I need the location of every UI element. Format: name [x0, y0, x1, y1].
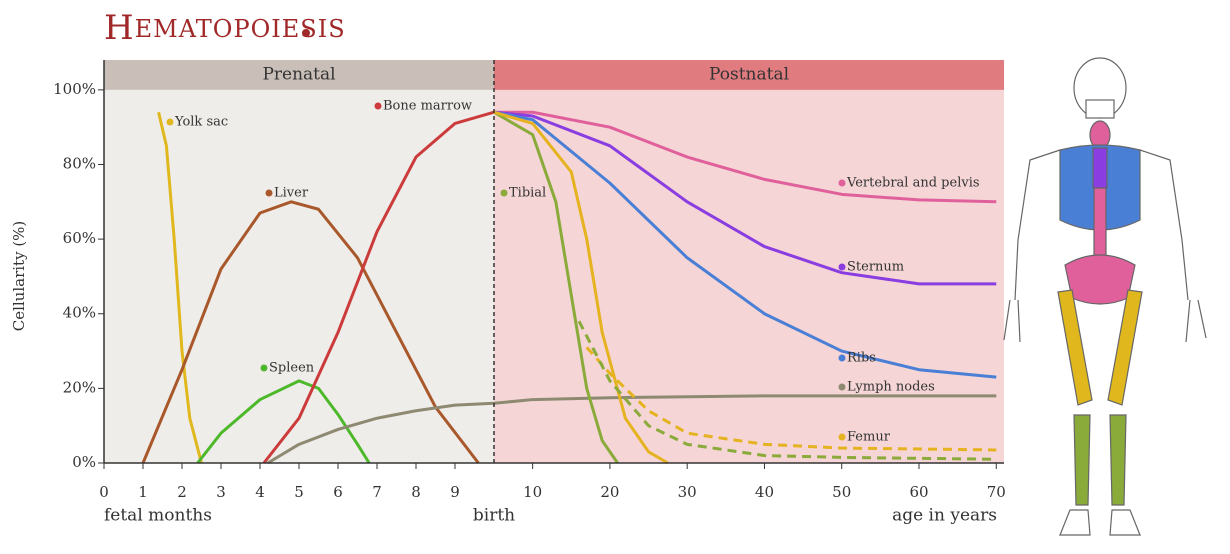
label-dot [266, 190, 273, 197]
x-tick-label: 20 [600, 483, 619, 501]
series-label: Bone marrow [383, 99, 472, 114]
y-tick-label: 0% [72, 453, 96, 471]
y-tick-label: 60% [63, 229, 96, 247]
y-tick-label: 40% [63, 304, 96, 322]
chart: HEMATOPOIESIS Cellularity (%) Prenatal 0 1… [0, 0, 1230, 550]
panel-title: Prenatal [262, 64, 335, 84]
series-label: Vertebral and pelvis [846, 176, 980, 191]
series-label: Femur [847, 430, 891, 445]
x-tick-label: 7 [372, 483, 382, 501]
birth-label: birth [473, 506, 515, 526]
label-dot [839, 264, 846, 271]
x-tick-label: 3 [216, 483, 226, 501]
series-label: Liver [274, 186, 309, 201]
series-label: Tibial [509, 186, 546, 201]
panel-title: Postnatal [709, 64, 789, 84]
label-dot [501, 190, 508, 197]
x-tick-label: 40 [755, 483, 774, 501]
label-dot [167, 119, 174, 126]
x-tick-label: 0 [99, 483, 109, 501]
x-tick-label: 1 [138, 483, 148, 501]
skeleton [1004, 58, 1206, 535]
x-tick-label: 60 [909, 483, 928, 501]
series-label: Sternum [847, 260, 904, 275]
y-tick-label: 80% [63, 154, 96, 172]
x-tick-label: 2 [177, 483, 187, 501]
label-dot [261, 365, 268, 372]
series-label: Spleen [269, 361, 315, 376]
x-tick-label: 6 [333, 483, 343, 501]
x-tick-label: 5 [294, 483, 304, 501]
label-dot [839, 384, 846, 391]
x-tick-label: 4 [255, 483, 265, 501]
y-axis-label: Cellularity (%) [10, 221, 28, 332]
title-dot [302, 29, 310, 37]
plot-background [104, 60, 494, 463]
x-tick-label: 8 [411, 483, 421, 501]
x-tick-label: 50 [832, 483, 851, 501]
y-tick-label: 20% [63, 378, 96, 396]
y-tick-label: 100% [53, 80, 96, 98]
label-dot [375, 103, 382, 110]
chart-title: HEMATOPOIESIS [104, 8, 346, 48]
series-label: Lymph nodes [847, 380, 935, 395]
series-label: Ribs [847, 351, 876, 366]
x-tick-label: 30 [678, 483, 697, 501]
label-dot [839, 355, 846, 362]
x-tick-label: 10 [523, 483, 542, 501]
label-dot [839, 180, 846, 187]
series-label: Yolk sac [174, 115, 228, 130]
label-dot [839, 434, 846, 441]
x-tick-label: 70 [987, 483, 1006, 501]
x-axis-label: fetal months [104, 506, 212, 526]
x-axis-label: age in years [892, 506, 997, 526]
x-tick-label: 9 [450, 483, 460, 501]
